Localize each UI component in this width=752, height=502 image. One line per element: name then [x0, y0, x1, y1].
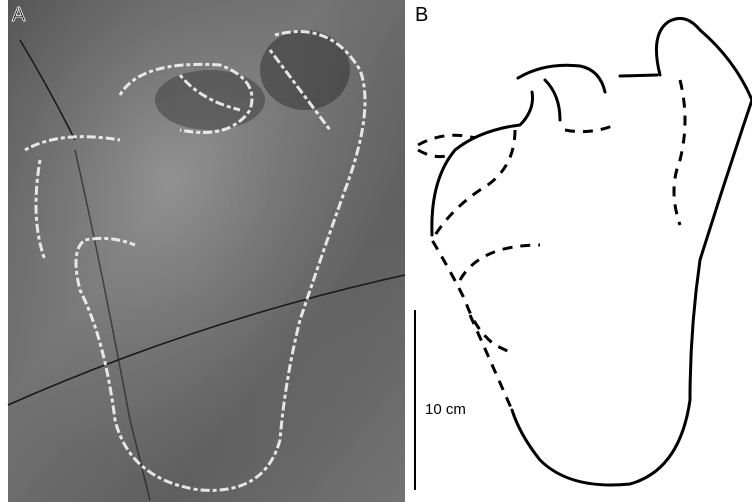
track-dashed — [470, 315, 512, 410]
track-outline — [512, 18, 752, 485]
photo-panel: A — [8, 0, 405, 502]
drawing-panel: B 10 cm — [415, 4, 752, 490]
track-dashed — [418, 135, 475, 156]
track-dashed — [674, 80, 685, 225]
scale-bar-label: 10 cm — [425, 401, 466, 418]
track-dashed — [460, 245, 540, 280]
track-outline — [432, 92, 533, 235]
panel-label: A — [12, 4, 26, 26]
panel-label: B — [415, 4, 428, 26]
track-dashed — [565, 125, 615, 132]
track-outline — [620, 75, 657, 76]
figure: A B 10 cm — [0, 0, 752, 502]
